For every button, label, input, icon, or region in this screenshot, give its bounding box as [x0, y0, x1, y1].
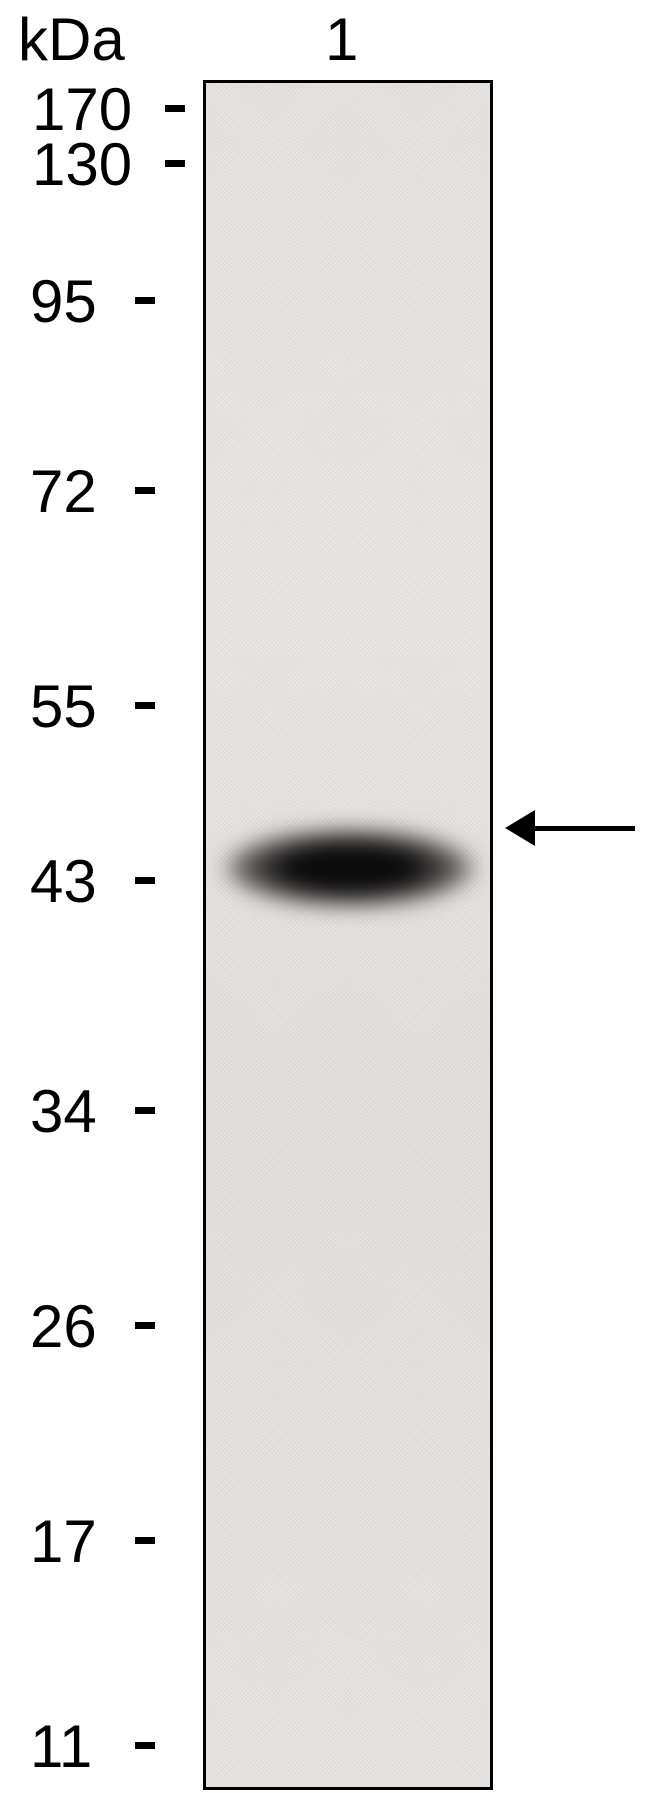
- marker-tick-72: [135, 487, 155, 494]
- marker-label-11: 11: [30, 1712, 92, 1781]
- marker-label-72: 72: [30, 457, 97, 526]
- marker-label-130: 130: [32, 130, 132, 199]
- blot-noise: [206, 83, 490, 1787]
- arrow-head-icon: [505, 810, 535, 846]
- marker-tick-26: [135, 1322, 155, 1329]
- marker-tick-55: [135, 702, 155, 709]
- marker-label-43: 43: [30, 847, 97, 916]
- marker-tick-170: [165, 105, 185, 112]
- marker-tick-17: [135, 1537, 155, 1544]
- marker-label-55: 55: [30, 672, 97, 741]
- marker-label-34: 34: [30, 1077, 97, 1146]
- marker-tick-34: [135, 1107, 155, 1114]
- marker-tick-130: [165, 160, 185, 167]
- marker-label-26: 26: [30, 1292, 97, 1361]
- figure-container: kDa 1 170 130 95 72 55 43 34 26 17 11: [0, 0, 650, 1806]
- blot-background: [206, 83, 490, 1787]
- arrow-line: [535, 826, 635, 831]
- band-1: [224, 828, 476, 908]
- unit-label: kDa: [18, 5, 125, 74]
- lane-header-1: 1: [325, 5, 358, 74]
- marker-label-17: 17: [30, 1507, 97, 1576]
- marker-tick-43: [135, 877, 155, 884]
- marker-tick-11: [135, 1742, 155, 1749]
- marker-tick-95: [135, 297, 155, 304]
- marker-label-95: 95: [30, 267, 97, 336]
- blot-lane-1: [203, 80, 493, 1790]
